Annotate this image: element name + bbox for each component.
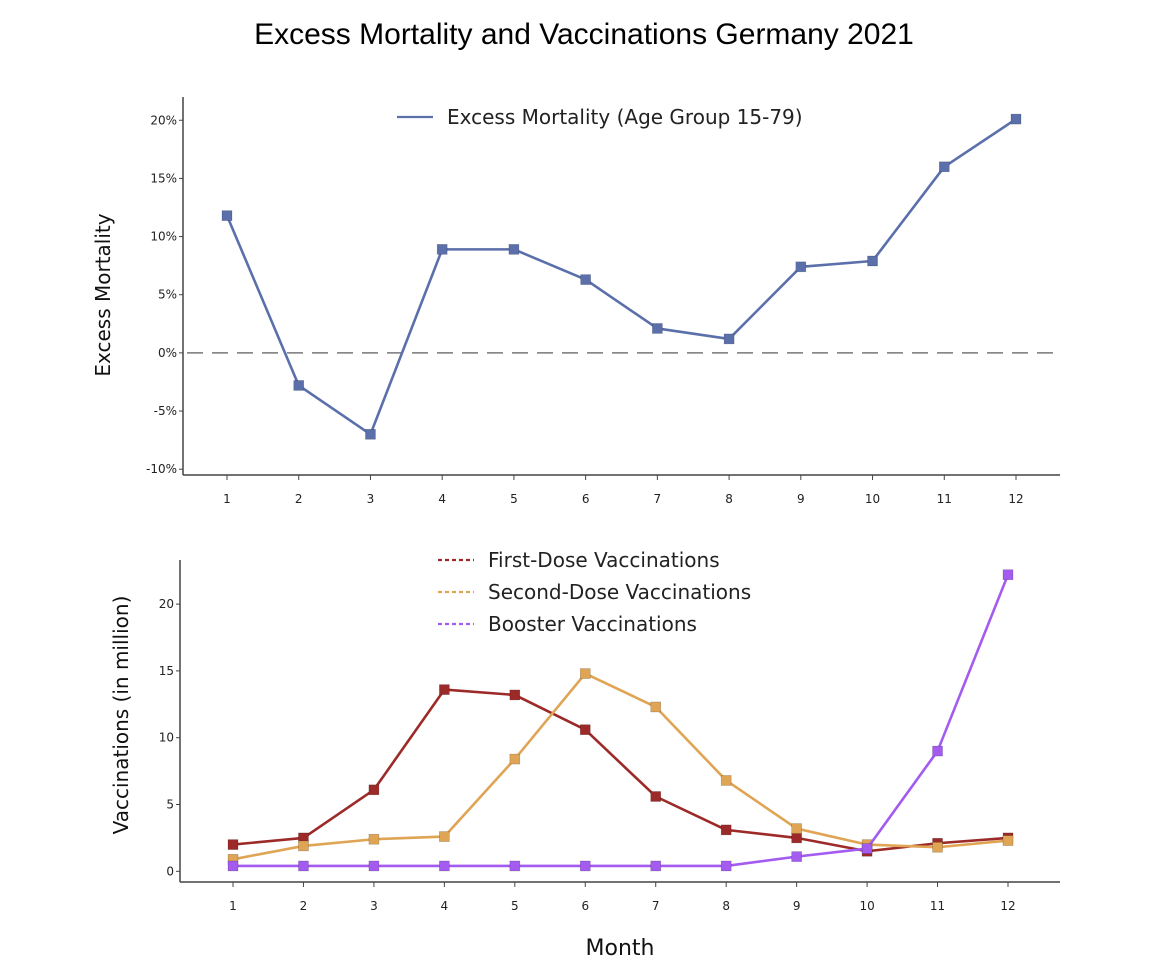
data-point <box>791 851 802 862</box>
data-point <box>650 791 662 802</box>
x-tick-label: 7 <box>654 492 662 506</box>
x-tick-label: 1 <box>223 492 231 506</box>
data-point <box>720 775 732 786</box>
data-point <box>221 210 233 221</box>
x-tick-label: 9 <box>793 899 801 913</box>
data-point <box>439 860 450 872</box>
x-tick-label: 6 <box>581 899 589 913</box>
x-tick-label: 8 <box>725 492 733 506</box>
x-tick-label: 3 <box>367 492 375 506</box>
data-point <box>1010 113 1022 125</box>
data-point <box>791 832 802 844</box>
data-point <box>227 839 239 850</box>
data-point <box>579 860 591 872</box>
data-point <box>650 701 662 713</box>
chart-title: Excess Mortality and Vaccinations German… <box>254 18 914 51</box>
data-point <box>368 784 380 796</box>
data-point <box>861 843 873 854</box>
series-line <box>232 688 1009 853</box>
data-point <box>723 333 735 345</box>
data-point <box>650 860 662 872</box>
y-tick-label: 0% <box>158 346 177 360</box>
data-point <box>439 831 450 842</box>
x-tick-label: 6 <box>582 492 590 506</box>
data-point <box>579 724 591 735</box>
data-point <box>720 860 732 872</box>
data-point <box>298 840 309 852</box>
data-point <box>365 428 376 440</box>
legend-label: Second-Dose Vaccinations <box>488 580 751 604</box>
data-point <box>791 823 802 834</box>
data-point <box>368 833 380 845</box>
data-point <box>293 380 305 391</box>
data-point <box>938 161 950 173</box>
x-tick-label: 4 <box>441 899 449 913</box>
y-tick-label: 0 <box>166 864 174 878</box>
y-axis-label: Vaccinations (in million) <box>109 596 133 835</box>
x-tick-label: 5 <box>511 899 519 913</box>
data-point <box>652 323 663 334</box>
data-point <box>509 860 521 872</box>
x-tick-label: 7 <box>652 899 660 913</box>
y-tick-label: 15% <box>150 171 177 185</box>
x-tick-label: 11 <box>937 492 952 506</box>
y-tick-label: 10% <box>150 230 177 244</box>
x-tick-label: 5 <box>510 492 518 506</box>
data-point <box>509 753 521 765</box>
data-point <box>795 261 807 273</box>
series-line <box>232 672 1009 861</box>
y-axis-label: Excess Mortality <box>91 213 115 376</box>
series-line <box>225 118 1017 436</box>
x-tick-label: 10 <box>859 899 874 913</box>
data-point <box>508 244 520 255</box>
y-tick-label: 5% <box>158 288 177 302</box>
series-line <box>233 574 1010 868</box>
legend-label: Excess Mortality (Age Group 15-79) <box>447 105 803 129</box>
data-point <box>1002 835 1014 846</box>
x-tick-label: 12 <box>1000 899 1015 913</box>
data-point <box>1002 569 1014 580</box>
x-tick-label: 12 <box>1008 492 1023 506</box>
data-point <box>509 689 521 701</box>
x-tick-label: 8 <box>722 899 730 913</box>
x-tick-label: 11 <box>930 899 945 913</box>
x-tick-label: 1 <box>229 899 237 913</box>
legend-label: Booster Vaccinations <box>488 612 697 636</box>
y-tick-label: -5% <box>154 404 177 418</box>
y-tick-label: 15 <box>159 664 174 678</box>
x-tick-label: 2 <box>300 899 308 913</box>
x-tick-label: 10 <box>865 492 880 506</box>
data-point <box>436 244 448 255</box>
data-point <box>867 255 878 267</box>
x-tick-label: 9 <box>797 492 805 506</box>
data-point <box>932 841 943 853</box>
y-tick-label: -10% <box>146 462 177 476</box>
x-tick-label: 3 <box>370 899 378 913</box>
legend-label: First-Dose Vaccinations <box>488 548 720 572</box>
y-tick-label: 20% <box>150 113 177 127</box>
data-point <box>932 745 943 757</box>
data-point <box>439 684 450 695</box>
data-point <box>579 668 591 679</box>
data-point <box>720 824 732 836</box>
x-tick-label: 4 <box>438 492 446 506</box>
data-point <box>580 274 591 285</box>
data-point <box>368 860 380 872</box>
y-tick-label: 5 <box>166 798 174 812</box>
x-axis-label: Month <box>586 936 655 961</box>
y-tick-label: 10 <box>159 731 174 745</box>
data-point <box>298 860 309 872</box>
x-tick-label: 2 <box>295 492 303 506</box>
y-tick-label: 20 <box>159 597 174 611</box>
data-point <box>227 860 239 872</box>
